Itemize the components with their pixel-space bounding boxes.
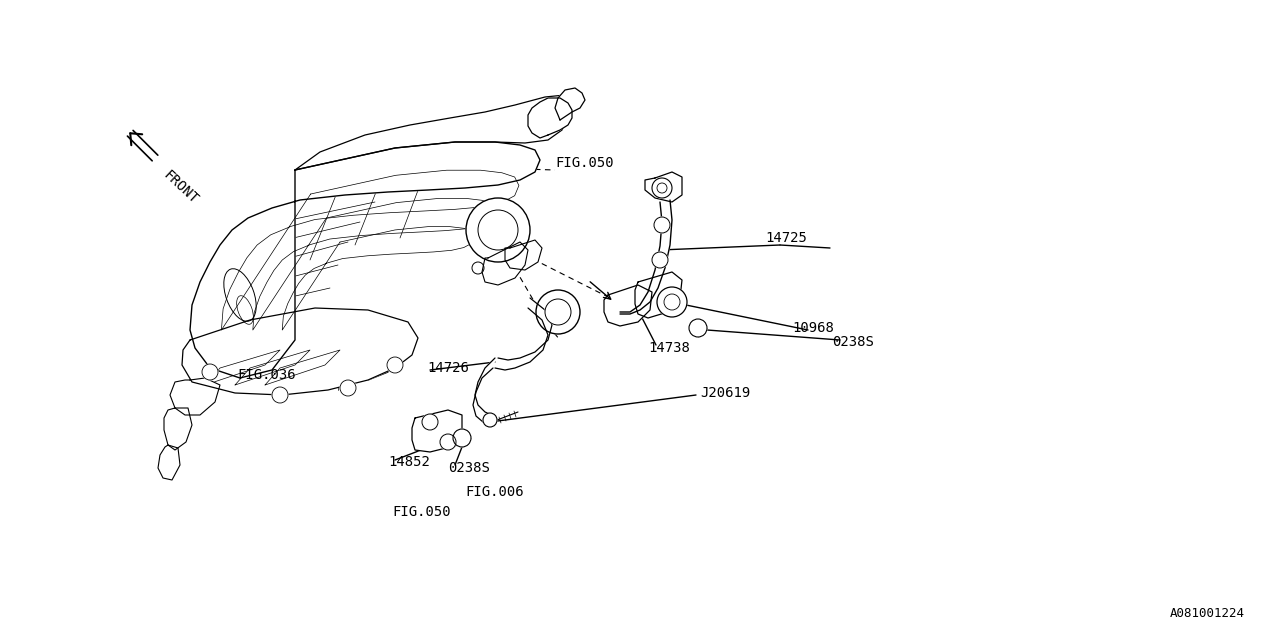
Text: 14726: 14726 <box>428 361 468 375</box>
Circle shape <box>664 294 680 310</box>
Polygon shape <box>157 445 180 480</box>
Polygon shape <box>635 272 682 318</box>
Circle shape <box>387 357 403 373</box>
Circle shape <box>202 364 218 380</box>
Circle shape <box>536 290 580 334</box>
Circle shape <box>545 299 571 325</box>
Polygon shape <box>182 308 419 395</box>
Text: 10968: 10968 <box>792 321 833 335</box>
Text: 0238S: 0238S <box>448 461 490 475</box>
Text: FIG.050: FIG.050 <box>392 505 451 519</box>
Polygon shape <box>645 172 682 202</box>
Polygon shape <box>294 95 570 170</box>
Text: A081001224: A081001224 <box>1170 607 1245 620</box>
Text: 14725: 14725 <box>765 231 806 245</box>
Text: J20619: J20619 <box>700 386 750 400</box>
Text: 14738: 14738 <box>648 341 690 355</box>
Circle shape <box>273 387 288 403</box>
Text: FIG.036: FIG.036 <box>237 368 296 382</box>
Circle shape <box>657 183 667 193</box>
Polygon shape <box>412 410 462 452</box>
Circle shape <box>440 434 456 450</box>
Circle shape <box>472 262 484 274</box>
Polygon shape <box>620 200 672 314</box>
Circle shape <box>657 287 687 317</box>
Circle shape <box>654 217 669 233</box>
Polygon shape <box>164 408 192 450</box>
Polygon shape <box>495 298 552 370</box>
Text: FIG.006: FIG.006 <box>465 485 524 499</box>
Text: FIG.050: FIG.050 <box>556 156 613 170</box>
Circle shape <box>483 413 497 427</box>
Circle shape <box>466 198 530 262</box>
Circle shape <box>453 429 471 447</box>
Text: FRONT: FRONT <box>160 168 201 207</box>
Circle shape <box>689 319 707 337</box>
Polygon shape <box>604 285 652 326</box>
Text: 14852: 14852 <box>388 455 430 469</box>
Circle shape <box>340 380 356 396</box>
Polygon shape <box>170 378 220 415</box>
Circle shape <box>477 210 518 250</box>
Circle shape <box>652 252 668 268</box>
Polygon shape <box>529 98 572 138</box>
Text: 0238S: 0238S <box>832 335 874 349</box>
Polygon shape <box>474 358 495 425</box>
Polygon shape <box>189 142 540 378</box>
Circle shape <box>422 414 438 430</box>
Polygon shape <box>506 240 541 270</box>
Polygon shape <box>483 242 529 285</box>
Circle shape <box>652 178 672 198</box>
Polygon shape <box>556 88 585 120</box>
